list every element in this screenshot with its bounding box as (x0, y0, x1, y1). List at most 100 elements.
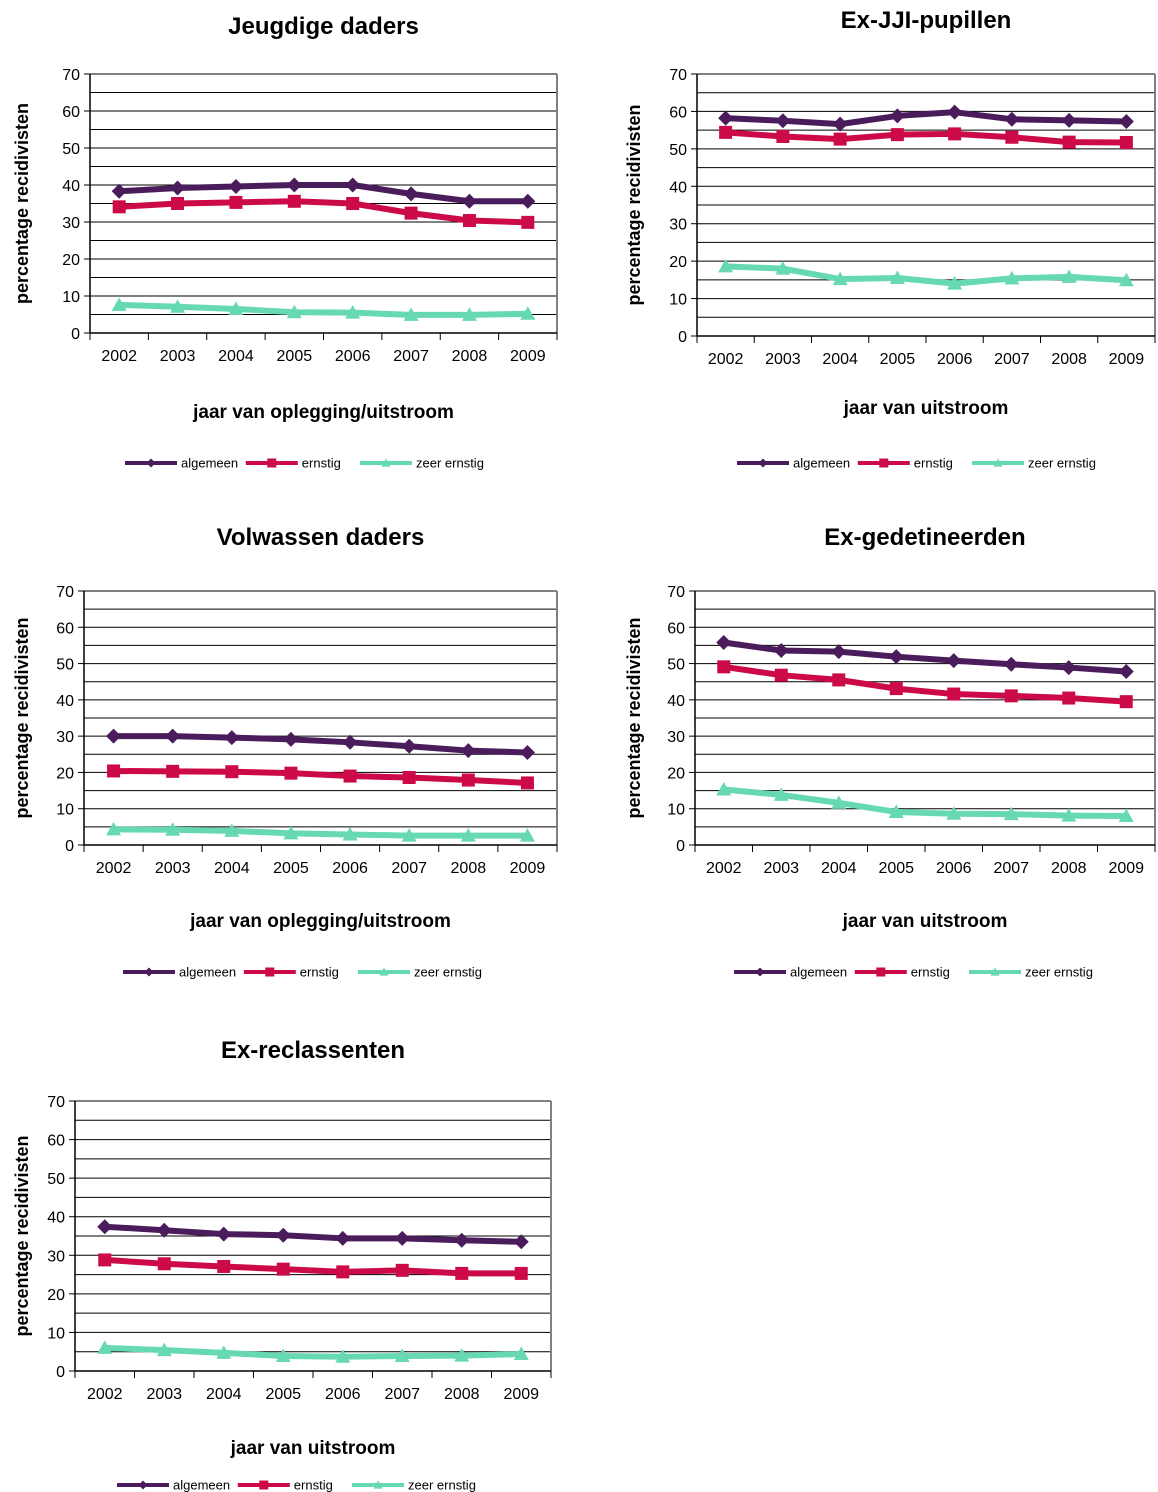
data-point (287, 194, 301, 208)
data-point (286, 177, 302, 193)
data-point (171, 197, 185, 210)
chart-title: Ex-JJI-pupillen (841, 7, 1012, 34)
data-point (947, 276, 963, 290)
series-ernstig (112, 194, 535, 229)
data-point (461, 193, 477, 209)
y-tick-label: 60 (47, 1133, 65, 1150)
x-tick-label: 2004 (822, 351, 858, 368)
x-tick-label: 2008 (1051, 351, 1087, 368)
series-line (119, 198, 528, 226)
data-point (520, 306, 536, 320)
data-point (165, 822, 181, 836)
series-line (119, 182, 528, 205)
data-point (156, 1342, 172, 1357)
data-point (1118, 272, 1134, 287)
x-tick-label: 2002 (96, 860, 132, 877)
series-ernstig (719, 125, 1133, 149)
y-tick-label: 0 (56, 1364, 65, 1381)
chart-svg: Volwassen daders 0 10 20 30 40 50 60 70 2002 2003 2… (12, 524, 558, 980)
data-point (165, 728, 181, 744)
chart-title: Ex-gedetineerden (824, 524, 1025, 551)
data-point (157, 1257, 171, 1271)
chart-panel-5: Ex-reclassenten 0 10 20 30 40 50 60 70 2002 2003 20… (0, 1020, 575, 1492)
data-point (217, 1259, 231, 1273)
data-point (345, 305, 361, 319)
x-tick-label: 2009 (1108, 860, 1144, 877)
x-tick-label: 2009 (503, 1386, 539, 1403)
data-point (216, 1226, 232, 1242)
data-point (946, 806, 962, 820)
series-line (104, 1344, 522, 1360)
data-point (519, 744, 535, 760)
y-tick-label: 70 (62, 67, 80, 84)
x-tick-label: 2005 (880, 351, 916, 368)
data-point (335, 1349, 351, 1363)
data-point (520, 776, 534, 790)
legend-label: algemeen (793, 456, 850, 471)
legend-swatch-marker (990, 967, 1000, 976)
data-point (276, 1262, 290, 1276)
x-tick-label: 2003 (763, 860, 799, 877)
y-tick-label: 10 (47, 1325, 65, 1342)
data-point (402, 771, 416, 785)
y-tick-label: 10 (669, 292, 687, 309)
x-tick-label: 2009 (510, 860, 546, 877)
legend-swatch-marker (267, 458, 277, 468)
x-tick-label: 2008 (451, 860, 487, 877)
data-point (775, 113, 791, 129)
data-point (888, 804, 904, 818)
series-line (725, 109, 1127, 128)
series-zeer-ernstig (111, 297, 536, 321)
chart-svg: Ex-reclassenten 0 10 20 30 40 50 60 70 2002 2003 20… (12, 1037, 552, 1492)
y-tick-label: 30 (667, 729, 685, 746)
data-point (106, 821, 122, 836)
data-point (946, 653, 962, 669)
series-zeer-ernstig (716, 781, 1134, 822)
chart-panel-2: Ex-JJI-pupillen 0 10 20 30 40 50 60 70 2002 2003 20… (600, 0, 1158, 480)
data-point (831, 644, 847, 660)
legend-item: algemeen (734, 965, 847, 980)
y-tick-label: 0 (71, 326, 80, 343)
data-point (111, 297, 127, 311)
data-point (833, 132, 847, 146)
series-algemeen (97, 1219, 529, 1250)
data-point (286, 304, 302, 319)
data-point (1004, 111, 1020, 127)
x-tick-label: 2006 (332, 860, 368, 877)
data-point (888, 649, 904, 665)
legend-swatch-marker (265, 967, 275, 977)
data-point (97, 1219, 113, 1235)
data-point (275, 1348, 291, 1362)
data-point (111, 183, 127, 199)
data-point (283, 825, 299, 840)
y-tick-label: 60 (667, 620, 685, 637)
y-tick-label: 50 (47, 1171, 65, 1188)
data-point (401, 738, 417, 754)
series-ernstig (717, 660, 1133, 709)
data-point (106, 728, 122, 744)
x-tick-label: 2004 (206, 1386, 242, 1403)
legend-label: zeer ernstig (408, 1478, 476, 1492)
data-point (395, 1263, 409, 1277)
series-line (104, 1256, 522, 1277)
series-line (725, 129, 1127, 146)
data-point (947, 687, 961, 701)
y-tick-label: 70 (56, 584, 74, 601)
data-point (776, 130, 790, 144)
legend-label: zeer ernstig (416, 456, 484, 471)
data-point (948, 127, 962, 141)
legend-swatch-marker (879, 458, 889, 468)
x-axis-label: jaar van oplegging/uitstroom (189, 911, 451, 932)
x-tick-label: 2002 (87, 1386, 123, 1403)
legend-item: algemeen (117, 1478, 230, 1492)
y-tick-label: 50 (669, 142, 687, 159)
series-algemeen (718, 104, 1134, 132)
data-point (97, 1340, 113, 1354)
data-point (521, 215, 535, 229)
legend-swatch-marker (758, 458, 768, 468)
data-point (832, 673, 846, 687)
data-point (335, 1230, 351, 1246)
legend-item: zeer ernstig (358, 965, 482, 980)
data-point (1119, 695, 1133, 709)
data-point (460, 743, 476, 759)
